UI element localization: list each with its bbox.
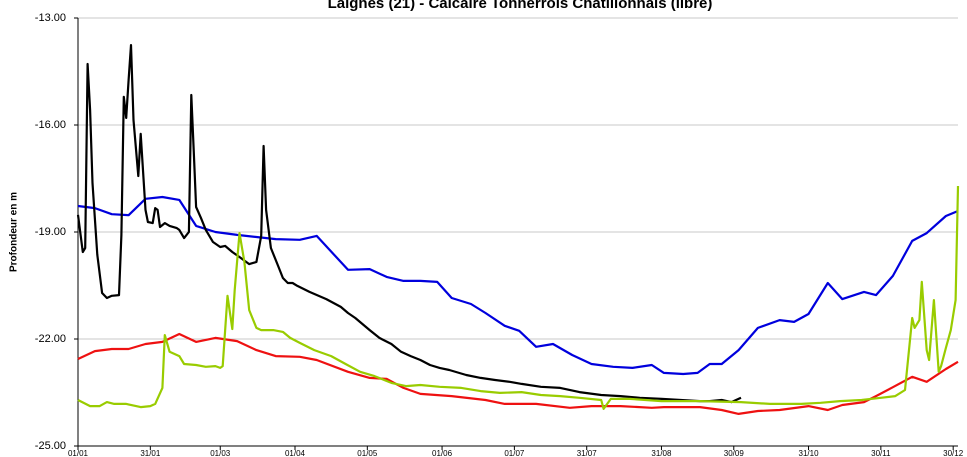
y-tick-label: -22.00 (35, 333, 66, 345)
x-tick-label: 01/07 (504, 449, 525, 457)
x-tick-label: 31/10 (799, 449, 820, 457)
series-line (77, 185, 960, 410)
y-axis-label: Profondeur en m (9, 192, 20, 272)
x-tick-label: 30/11 (871, 449, 891, 457)
y-tick-label: -16.00 (35, 119, 66, 131)
x-tick-label: 30/09 (724, 449, 745, 457)
series-line (77, 332, 959, 415)
x-tick-label: 30/12 (943, 449, 964, 457)
x-tick-label: 01/01 (68, 449, 89, 457)
x-tick-label: 01/03 (210, 449, 231, 457)
x-tick-label: 31/08 (651, 449, 672, 457)
chart-title: Laignes (21) - Calcaire Tonnerrois Châti… (328, 0, 713, 12)
series-line (76, 44, 742, 404)
y-tick-label: -19.00 (35, 226, 66, 238)
x-tick-label: 01/04 (285, 449, 306, 457)
x-tick-label: 31/07 (577, 449, 598, 457)
x-tick-label: 01/05 (357, 449, 378, 457)
y-tick-label: -13.00 (35, 12, 66, 24)
y-tick-label: -25.00 (35, 440, 66, 452)
series-line (77, 195, 959, 376)
x-tick-label: 01/06 (432, 449, 453, 457)
x-tick-label: 31/01 (140, 449, 161, 457)
